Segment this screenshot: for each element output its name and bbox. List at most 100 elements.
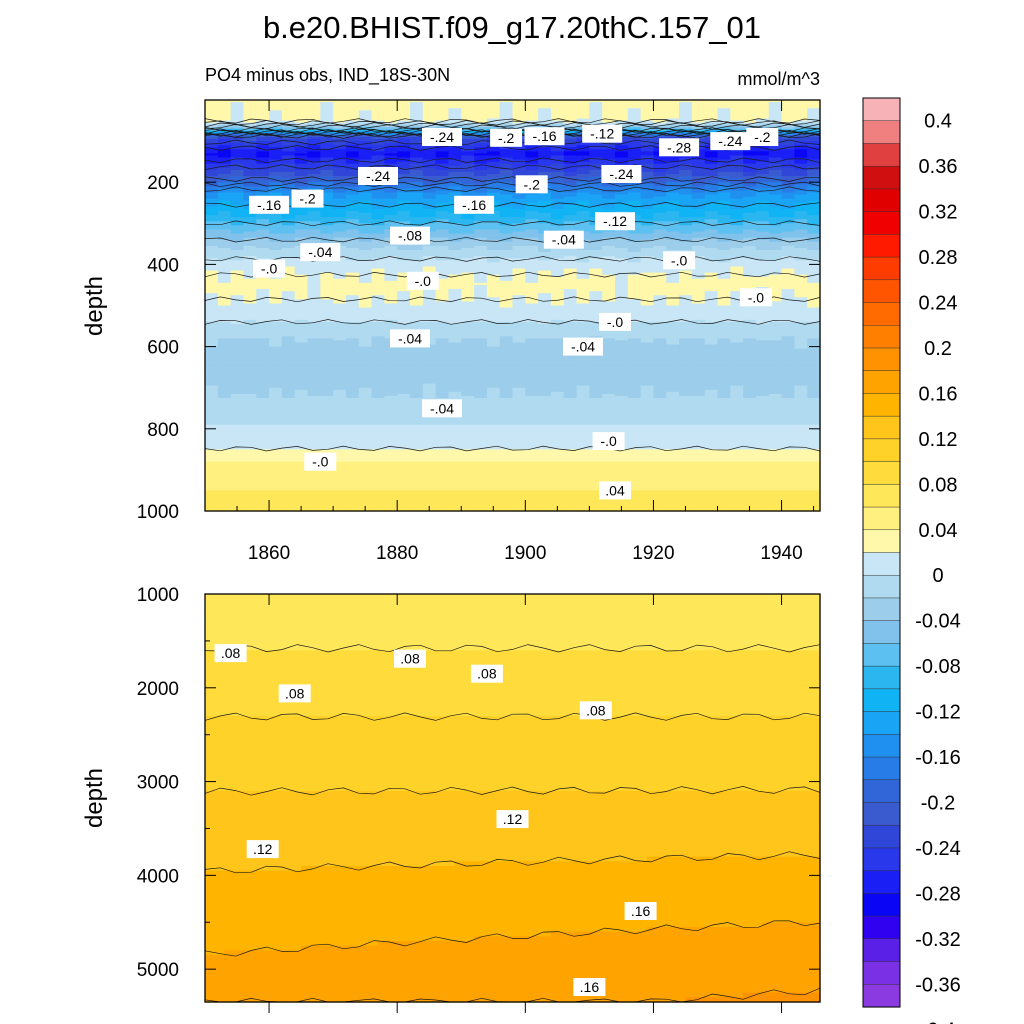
- upper-field-cell: [448, 120, 462, 124]
- upper-field-cell: [602, 307, 616, 311]
- upper-field-cell: [679, 284, 693, 288]
- upper-field-cell: [384, 110, 398, 113]
- upper-field-cell: [550, 260, 565, 263]
- upper-field-cell: [512, 124, 526, 128]
- upper-field-cell: [422, 118, 437, 122]
- upper-field-cell: [704, 188, 719, 192]
- upper-field-cell: [333, 219, 347, 222]
- upper-field-cell: [217, 149, 232, 152]
- upper-field-cell: [307, 124, 321, 128]
- upper-field-cell: [448, 235, 462, 239]
- upper-field-cell: [640, 264, 655, 268]
- upper-field-cell: [474, 110, 488, 113]
- upper-field-cell: [474, 284, 488, 288]
- upper-field-cell: [807, 139, 821, 142]
- upper-field-cell: [320, 239, 334, 243]
- upper-field-cell: [205, 221, 219, 224]
- upper-field-cell: [576, 116, 590, 120]
- upper-field-cell: [525, 254, 539, 257]
- upper-field-cell: [269, 104, 283, 107]
- upper-field-cell: [743, 114, 757, 118]
- upper-field-cell: [358, 114, 373, 118]
- upper-field-cell: [397, 100, 411, 103]
- upper-field-cell: [679, 167, 693, 171]
- upper-field-cell: [345, 143, 360, 146]
- upper-field-cell: [345, 307, 360, 311]
- upper-field-cell: [435, 233, 450, 237]
- upper-field-cell: [397, 116, 411, 120]
- upper-field-cell: [807, 122, 821, 126]
- upper-field-cell: [781, 210, 795, 214]
- upper-field-cell: [807, 235, 821, 239]
- upper-field-cell: [589, 190, 603, 194]
- upper-field-cell: [512, 235, 526, 239]
- upper-field-cell: [589, 120, 603, 124]
- upper-field-cell: [499, 225, 514, 229]
- upper-field-cell: [294, 163, 309, 167]
- upper-field-cell: [410, 213, 424, 216]
- upper-field-cell: [525, 282, 539, 286]
- upper-field-cell: [499, 180, 514, 183]
- upper-field-cell: [397, 280, 411, 284]
- upper-field-cell: [256, 149, 270, 152]
- upper-field-cell: [730, 188, 744, 192]
- upper-field-cell: [666, 305, 680, 309]
- upper-field-cell: [704, 186, 719, 189]
- upper-field-cell: [422, 309, 437, 313]
- upper-field-cell: [371, 266, 385, 270]
- upper-field-cell: [205, 258, 219, 261]
- upper-field-cell: [743, 194, 757, 198]
- upper-field-cell: [512, 237, 526, 241]
- upper-field-cell: [794, 114, 808, 118]
- upper-field-cell: [371, 278, 385, 282]
- upper-field-cell: [474, 266, 488, 270]
- upper-field-cell: [410, 130, 424, 134]
- upper-field-cell: [704, 182, 719, 185]
- upper-field-cell: [345, 241, 360, 245]
- upper-field-cell: [217, 291, 232, 294]
- upper-field-cell: [525, 307, 539, 311]
- upper-field-cell: [435, 112, 450, 115]
- upper-field-cell: [615, 278, 629, 282]
- upper-field-cell: [205, 309, 219, 313]
- upper-field-cell: [768, 213, 783, 216]
- upper-field-cell: [666, 100, 680, 103]
- upper-field-cell: [269, 176, 283, 179]
- upper-field-cell: [499, 278, 514, 282]
- upper-field-cell: [269, 141, 283, 144]
- upper-field-cell: [320, 291, 334, 294]
- upper-field-cell: [422, 295, 437, 298]
- upper-field-cell: [281, 258, 296, 261]
- upper-field-cell: [281, 231, 296, 235]
- upper-field-cell: [755, 245, 770, 249]
- upper-field-cell: [768, 196, 783, 200]
- upper-field-cell: [243, 276, 257, 280]
- upper-field-cell: [691, 229, 706, 233]
- upper-field-cell: [768, 176, 783, 179]
- upper-field-cell: [499, 231, 514, 235]
- upper-field-cell: [345, 104, 360, 107]
- upper-field-cell: [461, 116, 475, 120]
- upper-field-cell: [602, 202, 616, 206]
- upper-field-cell: [653, 293, 667, 296]
- upper-field-cell: [461, 297, 475, 300]
- upper-field-cell: [679, 268, 693, 272]
- upper-field-cell: [281, 136, 296, 140]
- upper-field-cell: [435, 190, 450, 194]
- upper-field-cell: [230, 268, 245, 272]
- upper-field-cell: [602, 143, 616, 146]
- upper-field-cell: [666, 241, 680, 245]
- upper-field-cell: [205, 114, 219, 118]
- upper-field-cell: [807, 237, 821, 241]
- upper-field-cell: [307, 153, 321, 157]
- upper-field-cell: [794, 196, 808, 200]
- upper-field-cell: [435, 167, 450, 171]
- upper-field-cell: [730, 264, 744, 268]
- upper-field-cell: [615, 184, 629, 187]
- upper-field-cell: [422, 161, 437, 165]
- upper-field-cell: [512, 215, 526, 218]
- upper-field-cell: [525, 200, 539, 204]
- upper-field-cell: [461, 231, 475, 235]
- upper-field-cell: [691, 245, 706, 249]
- upper-field-cell: [410, 134, 424, 138]
